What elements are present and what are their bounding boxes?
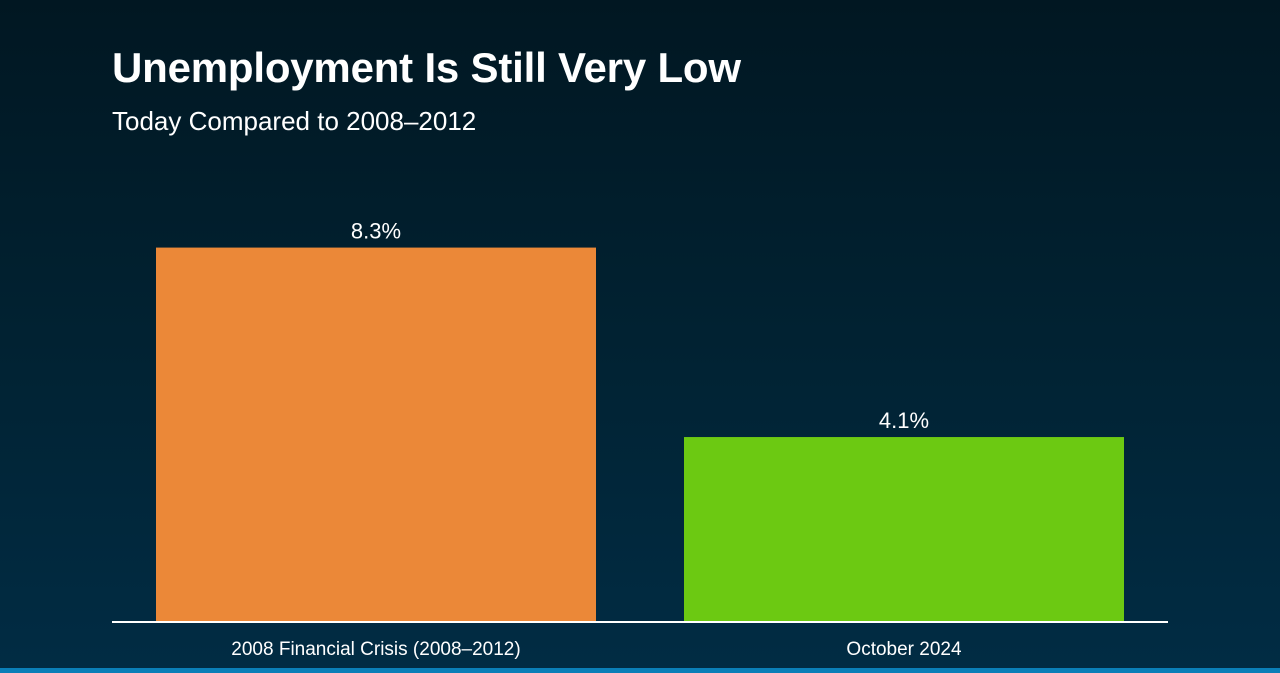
bottom-accent-strip bbox=[0, 668, 1280, 673]
category-label-2: October 2024 bbox=[846, 639, 962, 660]
category-labels-group: 2008 Financial Crisis (2008–2012) October… bbox=[231, 639, 962, 660]
category-label-1: 2008 Financial Crisis (2008–2012) bbox=[231, 639, 520, 660]
bar-2 bbox=[684, 437, 1124, 622]
bar-value-label-1: 8.3% bbox=[351, 219, 401, 244]
page-subtitle: Today Compared to 2008–2012 bbox=[112, 106, 477, 136]
value-labels-group: 8.3% 4.1% bbox=[351, 219, 929, 433]
page-title: Unemployment Is Still Very Low bbox=[112, 44, 741, 91]
bar-value-label-2: 4.1% bbox=[879, 408, 929, 433]
bars-group bbox=[156, 247, 1124, 623]
bar-1 bbox=[156, 247, 596, 623]
